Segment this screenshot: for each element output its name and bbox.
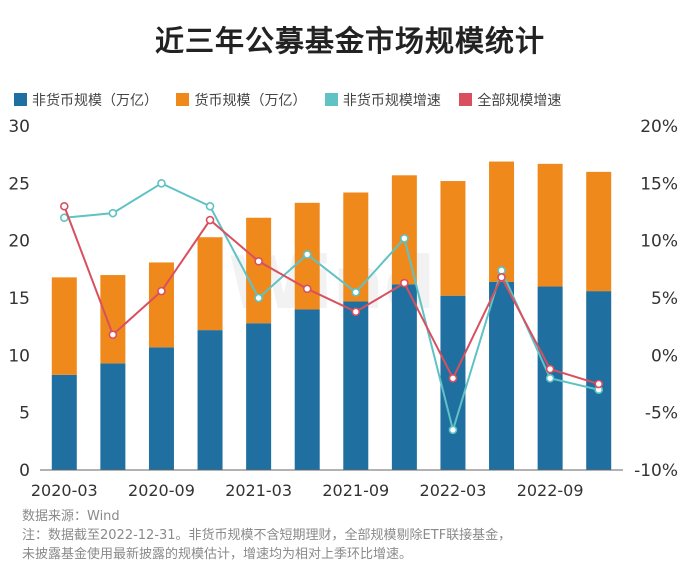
point-nonmoney-growth (497, 266, 506, 275)
bar-money (51, 277, 77, 375)
bar-nonmoney (489, 281, 515, 470)
point-total-growth (157, 286, 166, 296)
legend-item-nonmoney: 非货币规模（万亿） (14, 90, 158, 110)
point-total-growth (497, 273, 506, 282)
point-total-growth (59, 201, 69, 211)
legend: 非货币规模（万亿） 货币规模（万亿） 非货币规模增速 全部规模增速 (14, 90, 700, 110)
chart-title: 近三年公募基金市场规模统计 (154, 24, 545, 58)
y-right-tick-label: -5% (645, 404, 678, 424)
point-nonmoney-growth (157, 179, 166, 188)
legend-label-nonmoney: 非货币规模（万亿） (32, 93, 158, 109)
y-right-tick-label: 20% (640, 117, 678, 137)
y-right-tick-label: 5% (651, 289, 678, 309)
x-tick-label: 2020-03 (31, 481, 98, 500)
legend-item-total-growth: 全部规模增速 (459, 90, 561, 110)
point-nonmoney-growth (545, 373, 555, 383)
y-right-tick-label: 0% (651, 346, 678, 366)
legend-swatch-money (176, 93, 190, 106)
point-nonmoney-growth (302, 250, 312, 259)
data-source: 数据来源：Wind (22, 509, 120, 524)
bar-money (537, 163, 563, 287)
y-right-tick-label: 10% (640, 232, 678, 252)
x-tick-label: 2022-03 (420, 481, 487, 500)
x-tick-label: 2022-09 (517, 481, 584, 500)
line-nonmoney-growth (64, 182, 599, 434)
bar-money (586, 171, 612, 292)
y-left-tick-label: 15 (8, 289, 30, 309)
bar-nonmoney (391, 284, 417, 470)
bar-nonmoney (294, 309, 320, 470)
point-nonmoney-growth (351, 287, 361, 297)
legend-swatch-nonmoney (14, 93, 27, 106)
y-left-tick-label: 10 (8, 346, 30, 366)
point-total-growth (205, 215, 215, 225)
line-total-growth (63, 205, 600, 385)
legend-label-total-growth: 全部规模增速 (477, 93, 562, 109)
point-total-growth (400, 278, 409, 288)
bar-nonmoney (148, 347, 174, 470)
bar-nonmoney (100, 363, 126, 470)
point-total-growth (108, 330, 118, 339)
footnote-line-1: 注：数据截至2022-12-31。非货币规模不含短期理财，全部规模剔除ETF联接… (22, 528, 512, 543)
point-nonmoney-growth (400, 234, 409, 243)
bar-money (100, 275, 126, 364)
bar-money (246, 217, 272, 324)
point-total-growth (302, 284, 312, 294)
x-tick-label: 2021-09 (322, 481, 389, 500)
point-total-growth (448, 373, 458, 383)
bar-nonmoney (440, 295, 466, 470)
x-tick-label: 2021-03 (225, 481, 292, 500)
y-left-tick-label: 20 (8, 232, 30, 252)
point-nonmoney-growth (205, 201, 215, 211)
y-left-tick-label: 25 (8, 174, 30, 194)
point-total-growth (594, 379, 604, 389)
legend-item-money: 货币规模（万亿） (176, 90, 306, 110)
bar-money (197, 237, 223, 331)
combo-chart: Wind051015202530-10%-5%0%5%10%15%20%2020… (8, 117, 678, 500)
point-nonmoney-growth (448, 425, 458, 435)
y-left-tick-label: 0 (19, 461, 30, 481)
bar-nonmoney (197, 330, 223, 470)
bar-nonmoney (51, 374, 77, 470)
point-total-growth (254, 257, 263, 266)
bar-nonmoney (343, 301, 369, 470)
point-nonmoney-growth (254, 293, 263, 303)
bar-money (148, 262, 174, 348)
x-tick-label: 2020-09 (128, 481, 195, 500)
bar-money (440, 181, 466, 296)
y-left-tick-label: 30 (8, 117, 30, 137)
y-left-tick-label: 5 (19, 404, 30, 424)
y-right-tick-label: -10% (634, 461, 678, 481)
point-total-growth (351, 307, 361, 317)
y-right-tick-label: 15% (640, 174, 678, 194)
bar-nonmoney (246, 323, 272, 470)
legend-swatch-total-growth (459, 93, 473, 106)
bar-money (391, 175, 417, 285)
legend-item-nonmoney-growth: 非货币规模增速 (324, 90, 441, 110)
point-nonmoney-growth (108, 208, 118, 218)
bar-money (489, 161, 515, 282)
point-total-growth (545, 364, 555, 374)
legend-swatch-nonmoney-growth (324, 93, 338, 106)
footnote-line-2: 未披露基金使用最新披露的规模估计，增速均为相对上季环比增速。 (22, 547, 413, 562)
legend-label-nonmoney-growth: 非货币规模增速 (342, 93, 441, 109)
legend-label-money: 货币规模（万亿） (194, 93, 307, 109)
